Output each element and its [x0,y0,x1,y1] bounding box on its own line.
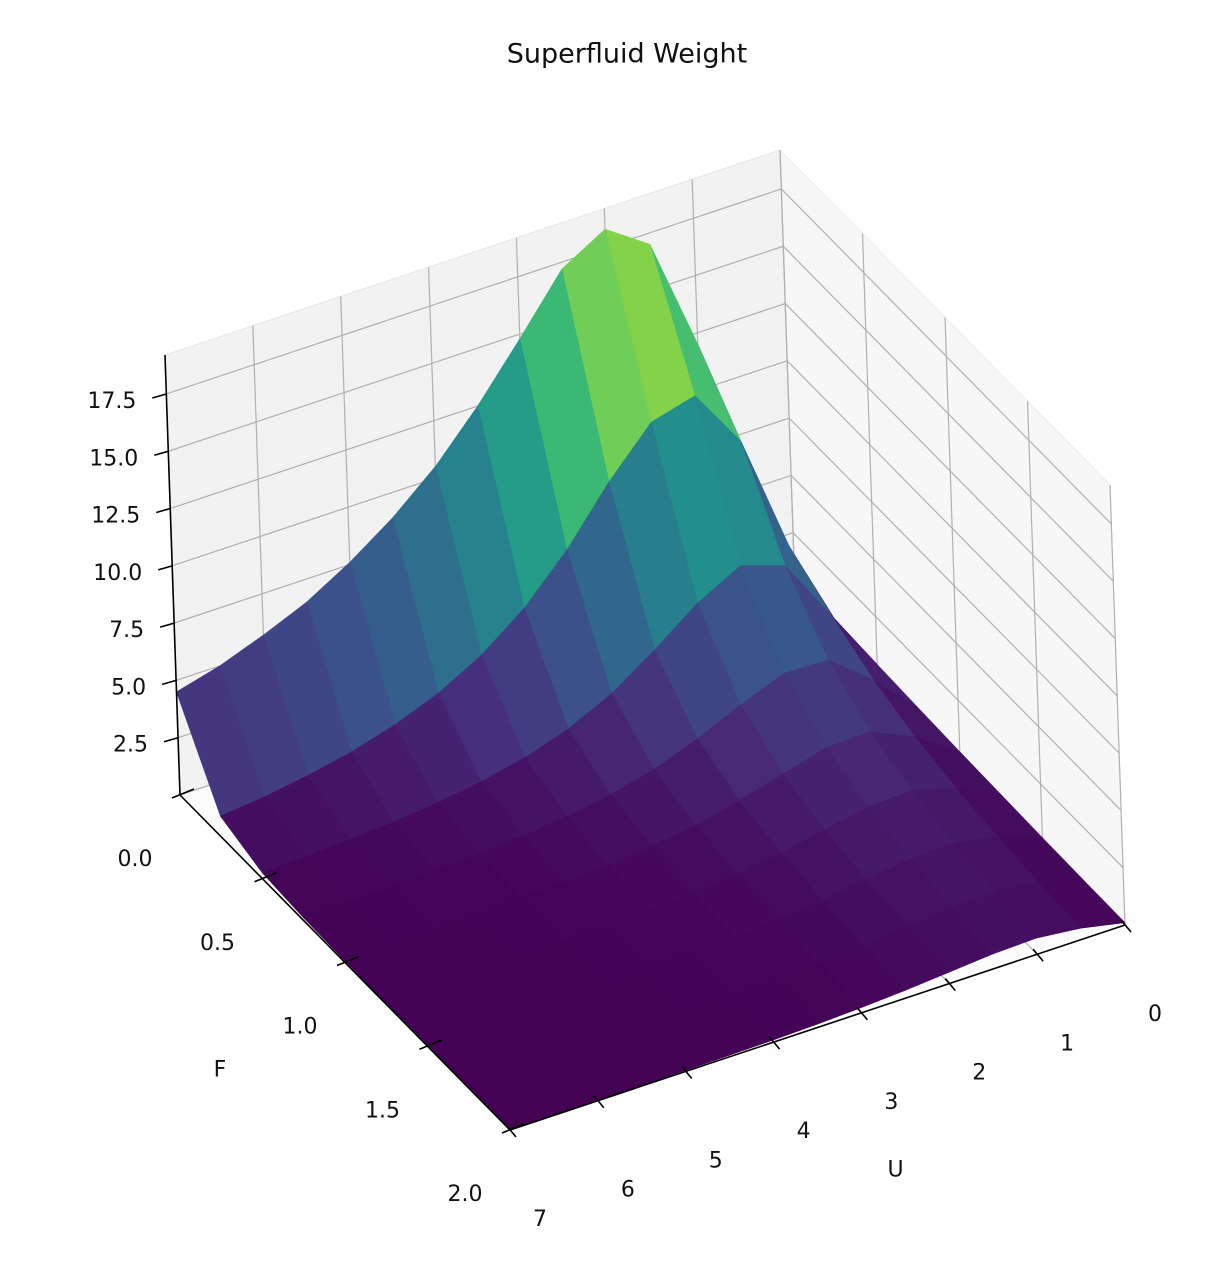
z-tick-label: 15.0 [89,446,138,471]
u-tick [593,1095,605,1109]
f-tick [419,1039,442,1050]
grid-line [788,417,1120,754]
z-axis-line [164,354,181,796]
z-tick [154,450,169,457]
z-tick-label: 7.5 [109,618,144,643]
u-tick [1032,948,1044,962]
f-tick-label: 1.0 [283,1015,318,1040]
u-tick-label: 2 [972,1061,986,1086]
grid-line [780,188,1112,525]
f-tick [254,872,277,883]
u-axis-label: U [887,1158,903,1183]
u-tick-label: 7 [533,1207,547,1232]
z-tick [156,507,171,514]
z-tick-label: 12.5 [91,504,140,529]
grid-line [779,149,796,591]
grid-line [784,303,1116,639]
u-tick [681,1065,693,1079]
grid-line [1109,484,1126,926]
grid-line [1026,401,1044,842]
z-tick [157,565,173,571]
u-tick-label: 3 [884,1090,898,1115]
f-tick-label: 1.5 [365,1098,400,1123]
grid-line [861,233,879,674]
f-axis-label: F [214,1058,227,1083]
chart-title: Superfluid Weight [507,39,748,70]
z-tick [163,736,179,743]
u-tick-label: 5 [709,1148,723,1173]
f-tick [171,788,195,799]
grid-line [786,360,1118,697]
u-tick [768,1036,781,1050]
u-tick [1120,919,1132,933]
z-tick-label: 10.0 [93,561,142,586]
f-tick-label: 0.5 [200,931,235,956]
grid-line [944,317,961,758]
z-tick-label: 17.5 [87,389,136,414]
grid-line [166,188,782,395]
u-tick [505,1124,517,1138]
z-tick-label: 5.0 [111,675,146,700]
z-tick-label: 2.5 [113,733,148,758]
u-tick-label: 6 [621,1178,635,1203]
grid-line [790,474,1122,811]
f-tick [336,955,360,967]
u-axis-line [509,924,1126,1131]
u-tick-label: 4 [797,1119,811,1144]
u-tick [944,978,956,992]
z-tick [152,393,167,399]
u-tick-label: 1 [1060,1031,1074,1056]
u-tick [856,1007,869,1021]
z-tick [161,679,177,686]
grid-line [792,532,1124,869]
f-tick [501,1123,525,1134]
z-tick [159,622,175,628]
f-tick-label: 0.0 [118,847,153,872]
u-tick-label: 0 [1148,1002,1162,1027]
grid-line [782,245,1114,582]
grid-line [168,245,784,452]
f-tick-label: 2.0 [448,1182,483,1207]
